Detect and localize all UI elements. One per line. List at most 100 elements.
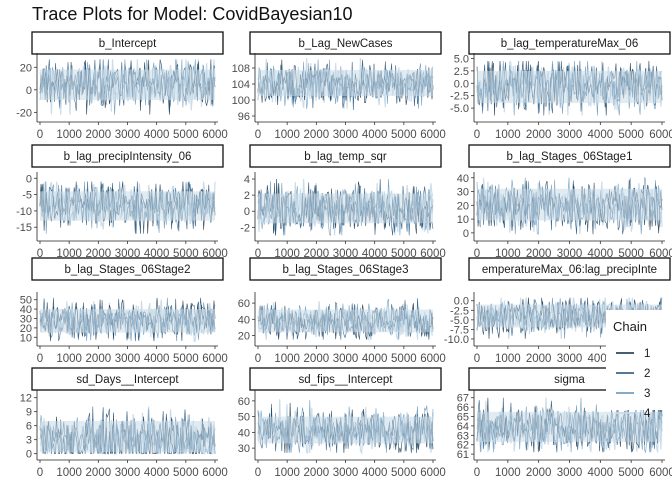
y-tick-label: 40 bbox=[20, 304, 32, 316]
panel-4: b_lag_temp_sqr -2 0 2 4 0 1000 2000 3000 4000 5000… bbox=[240, 144, 446, 260]
panel-title: b_lag_precipIntensity_06 bbox=[64, 151, 192, 163]
x-tick-label: 6000 bbox=[420, 129, 446, 141]
x-tick-label: 4000 bbox=[362, 129, 388, 141]
y-tick-label: 50 bbox=[20, 295, 32, 307]
y-tick-label: 40 bbox=[238, 427, 250, 439]
x-tick-label: 6000 bbox=[202, 353, 228, 365]
y-tick-label: 50 bbox=[238, 412, 250, 424]
x-tick-label: 2000 bbox=[526, 353, 552, 365]
x-tick-label: 1000 bbox=[274, 353, 300, 365]
x-tick-label: 3000 bbox=[557, 467, 583, 479]
y-tick-label: -5.0 bbox=[450, 103, 469, 115]
x-tick-label: 5000 bbox=[173, 248, 199, 260]
y-tick-label: 64 bbox=[457, 421, 469, 433]
legend-title: Chain bbox=[613, 319, 647, 334]
x-tick-label: 4000 bbox=[362, 248, 388, 260]
x-tick-label: 2000 bbox=[86, 248, 112, 260]
x-tick-label: 5000 bbox=[173, 129, 199, 141]
y-tick-label: 40 bbox=[457, 173, 469, 185]
x-tick-label: 0 bbox=[474, 467, 480, 479]
x-tick-label: 1000 bbox=[274, 129, 300, 141]
trace-chain-4-band bbox=[258, 193, 433, 224]
x-tick-label: 4000 bbox=[144, 467, 170, 479]
y-tick-label: 0 bbox=[26, 85, 32, 97]
trace-chain-4-band bbox=[40, 191, 215, 221]
trace-chain-4-band bbox=[477, 411, 662, 442]
y-tick-label: 2.5 bbox=[454, 66, 469, 78]
y-tick-label: -2 bbox=[240, 222, 250, 234]
x-tick-label: 0 bbox=[37, 353, 43, 365]
panel-strip bbox=[468, 144, 671, 168]
y-tick-label: 3 bbox=[26, 435, 32, 447]
x-tick-label: 5000 bbox=[618, 248, 644, 260]
trace-chain-4-band bbox=[40, 421, 215, 453]
panel-title: b_Lag_NewCases bbox=[299, 38, 393, 50]
x-tick-label: 3000 bbox=[115, 353, 141, 365]
x-tick-label: 4000 bbox=[144, 248, 170, 260]
legend: Chain 1 2 3 4 bbox=[606, 310, 672, 420]
x-tick-label: 0 bbox=[255, 353, 261, 365]
x-tick-label: 1000 bbox=[56, 353, 82, 365]
x-tick-label: 1000 bbox=[495, 248, 521, 260]
x-tick-label: 2000 bbox=[304, 248, 330, 260]
y-tick-label: 0 bbox=[26, 173, 32, 185]
x-tick-label: 4000 bbox=[588, 129, 614, 141]
y-tick-label: 0 bbox=[244, 206, 250, 218]
y-tick-label: 108 bbox=[232, 63, 250, 75]
y-tick-label: -15 bbox=[16, 222, 32, 234]
y-tick-label: 0.0 bbox=[454, 78, 469, 90]
x-tick-label: 3000 bbox=[333, 353, 359, 365]
y-tick-label: 67 bbox=[457, 393, 469, 405]
legend-label-1: 1 bbox=[644, 348, 650, 360]
y-tick-label: 12 bbox=[20, 393, 32, 405]
y-tick-label: -20 bbox=[16, 107, 32, 119]
x-tick-label: 1000 bbox=[495, 129, 521, 141]
x-tick-label: 4000 bbox=[144, 129, 170, 141]
y-tick-label: 66 bbox=[457, 402, 469, 414]
y-tick-label: 104 bbox=[232, 79, 250, 91]
y-tick-label: 61 bbox=[457, 449, 469, 461]
x-tick-label: 2000 bbox=[86, 467, 112, 479]
y-tick-label: -2.5 bbox=[450, 305, 469, 317]
y-tick-label: 96 bbox=[238, 111, 250, 123]
x-tick-label: 2000 bbox=[86, 353, 112, 365]
y-tick-label: 65 bbox=[457, 412, 469, 424]
x-tick-label: 3000 bbox=[333, 129, 359, 141]
y-tick-label: 0 bbox=[463, 228, 469, 240]
y-tick-label: 20 bbox=[20, 62, 32, 74]
panel-strip bbox=[249, 257, 442, 281]
trace-chain-4-band bbox=[477, 70, 662, 104]
panel-7: b_lag_Stages_06Stage3 20 40 60 0 1000 2000 3000… bbox=[238, 257, 446, 365]
y-tick-label: 0.0 bbox=[454, 296, 469, 308]
x-tick-label: 5000 bbox=[173, 467, 199, 479]
x-tick-label: 5000 bbox=[173, 353, 199, 365]
trace-chain-4-band bbox=[40, 69, 215, 100]
x-tick-label: 4000 bbox=[362, 353, 388, 365]
x-tick-label: 6000 bbox=[202, 129, 228, 141]
x-tick-label: 0 bbox=[255, 248, 261, 260]
y-tick-label: 20 bbox=[238, 331, 250, 343]
y-tick-label: 62 bbox=[457, 440, 469, 452]
panel-strip bbox=[468, 31, 671, 55]
x-tick-label: 4000 bbox=[362, 467, 388, 479]
y-tick-label: 10 bbox=[457, 214, 469, 226]
x-tick-label: 1000 bbox=[274, 248, 300, 260]
x-tick-label: 5000 bbox=[391, 353, 417, 365]
x-tick-label: 0 bbox=[37, 248, 43, 260]
panel-3: b_lag_precipIntensity_06 -15 -10 -5 0 0 1000 20… bbox=[16, 144, 228, 260]
panel-strip bbox=[31, 257, 224, 281]
x-tick-label: 4000 bbox=[144, 353, 170, 365]
x-tick-label: 3000 bbox=[115, 129, 141, 141]
x-tick-label: 3000 bbox=[115, 248, 141, 260]
y-tick-label: 63 bbox=[457, 430, 469, 442]
trace-chain-4-band bbox=[477, 188, 662, 221]
trace-chain-4-band bbox=[258, 70, 433, 96]
x-tick-label: 3000 bbox=[557, 248, 583, 260]
panel-10: sd_fips__Intercept 30 40 50 60 0 1000 2000 3000 4… bbox=[238, 367, 446, 479]
x-tick-label: 0 bbox=[37, 467, 43, 479]
panel-2: b_lag_temperatureMax_06 -5.0-2.50.02.55.0… bbox=[450, 31, 672, 141]
y-tick-label: 30 bbox=[457, 187, 469, 199]
